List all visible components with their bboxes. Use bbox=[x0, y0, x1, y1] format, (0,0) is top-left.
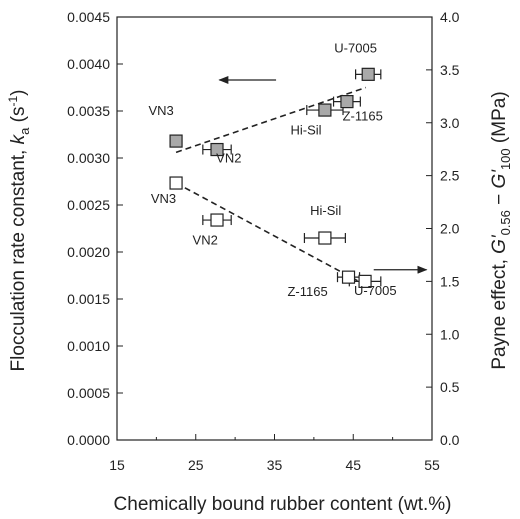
axis-label-part: k bbox=[8, 133, 29, 144]
axis-label-part: (s bbox=[8, 107, 29, 128]
axis-label-part: − bbox=[489, 188, 510, 210]
x-tick-label: 45 bbox=[345, 457, 361, 473]
annotation-label: VN3 bbox=[151, 191, 176, 206]
annotation-label: Hi-Sil bbox=[310, 203, 341, 218]
x-tick-label: 55 bbox=[424, 457, 440, 473]
payne-point-vn2 bbox=[210, 213, 224, 227]
x-tick-label: 25 bbox=[188, 457, 204, 473]
flocculation-point-vn3 bbox=[169, 134, 183, 148]
x-tick-label: 35 bbox=[267, 457, 283, 473]
y-left-tick-label: 0.0030 bbox=[67, 150, 110, 166]
y-right-tick-label: 1.0 bbox=[440, 326, 460, 342]
plot-frame-group bbox=[116, 16, 433, 441]
trend-line-payne bbox=[175, 182, 364, 285]
y-right-tick-label: 3.5 bbox=[440, 62, 460, 78]
y-left-tick-label: 0.0025 bbox=[67, 197, 110, 213]
flocculation-point-u-7005 bbox=[361, 67, 375, 81]
flocculation-point-vn2 bbox=[210, 142, 224, 157]
axis-label-part: -1 bbox=[6, 96, 20, 107]
annotation-label: VN2 bbox=[216, 151, 241, 166]
y-left-tick-label: 0.0005 bbox=[67, 385, 110, 401]
flocculation-point-z-1165 bbox=[340, 94, 354, 109]
y-right-tick-label: 1.5 bbox=[440, 273, 460, 289]
axis-label-part: ) bbox=[8, 90, 29, 96]
y-right-tick-label: 2.0 bbox=[440, 221, 460, 237]
x-tick-label: 15 bbox=[109, 457, 125, 473]
trend-lines-group bbox=[175, 86, 367, 285]
y-left-tick-label: 0.0020 bbox=[67, 244, 110, 260]
x-axis-label: Chemically bound rubber content (wt.%) bbox=[114, 494, 452, 515]
y-right-tick-label: 2.5 bbox=[440, 168, 460, 184]
y-right-tick-label: 0.0 bbox=[440, 432, 460, 448]
payne-point-z-1165 bbox=[341, 270, 356, 284]
axis-label-part: G' bbox=[489, 169, 510, 189]
axis-labels-group: Chemically bound rubber content (wt.%) Fl… bbox=[6, 90, 513, 515]
y-left-tick-label: 0.0000 bbox=[67, 432, 110, 448]
trend-line-flocculation bbox=[175, 86, 367, 154]
y-left-tick-label: 0.0035 bbox=[67, 103, 110, 119]
axis-label-part: G' bbox=[489, 234, 510, 254]
y-right-tick-label: 3.0 bbox=[440, 115, 460, 131]
annotation-label: Hi-Sil bbox=[290, 123, 321, 138]
axis-label-part: a bbox=[17, 127, 32, 135]
y-right-axis-label: Payne effect, G'0.56 − G'100 (MPa) bbox=[489, 91, 513, 369]
tick-labels-group: 15 25 35 45 55 0.0000 0.0005 0.0010 0.0015 0.0020… bbox=[67, 9, 460, 473]
y-right-tick-label: 0.5 bbox=[440, 379, 460, 395]
y-left-tick-label: 0.0045 bbox=[67, 9, 110, 25]
axis-label-part: 100 bbox=[498, 148, 513, 170]
flocculation-point-hi-sil bbox=[318, 103, 332, 117]
annotation-label: Z-1165 bbox=[287, 284, 327, 299]
axis-label-part: Payne effect, bbox=[489, 254, 510, 370]
y-right-tick-label: 4.0 bbox=[440, 9, 460, 25]
axis-label-part: Flocculation rate constant, bbox=[8, 144, 29, 371]
y-left-tick-label: 0.0040 bbox=[67, 56, 110, 72]
y-left-axis-label: Flocculation rate constant, ka (s-1) bbox=[6, 90, 32, 372]
annotation-label: U-7005 bbox=[354, 283, 397, 298]
annotation-label: VN2 bbox=[193, 232, 218, 247]
payne-point-hi-sil bbox=[318, 231, 332, 245]
payne-point-u-7005 bbox=[358, 274, 372, 288]
y-left-tick-label: 0.0010 bbox=[67, 338, 110, 354]
annotation-label: VN3 bbox=[148, 103, 173, 118]
data-points-group bbox=[169, 67, 375, 288]
payne-point-vn3 bbox=[169, 176, 183, 190]
y-left-tick-label: 0.0015 bbox=[67, 291, 110, 307]
annotation-label: U-7005 bbox=[334, 41, 377, 56]
axis-label-part: (MPa) bbox=[489, 91, 510, 148]
annotations-group: U-7005 VN3 VN2 Hi-Sil Z-1165 VN3 VN2 Hi-Sil Z-11… bbox=[148, 41, 428, 299]
axis-label-part: 0.56 bbox=[498, 210, 513, 235]
error-bars-group bbox=[202, 69, 382, 287]
annotation-label: Z-1165 bbox=[343, 108, 383, 123]
